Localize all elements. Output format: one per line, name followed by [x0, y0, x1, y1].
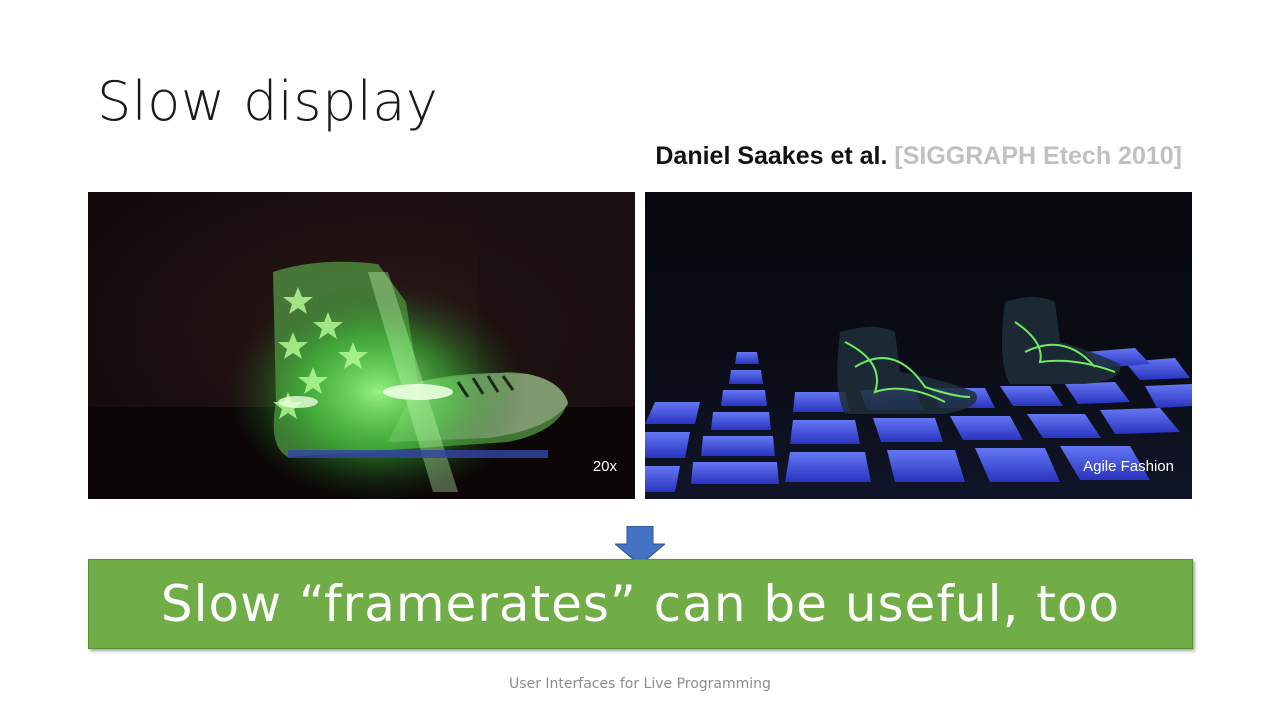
light-floor-video-frame [645, 192, 1192, 499]
citation: Daniel Saakes et al. [SIGGRAPH Etech 201… [655, 138, 1182, 174]
down-arrow-icon [615, 526, 665, 565]
takeaway-text: Slow “framerates” can be useful, too [160, 575, 1121, 633]
slide-footer: User Interfaces for Live Programming [509, 676, 771, 692]
takeaway-banner: Slow “framerates” can be useful, too [88, 559, 1193, 649]
video-caption-speed: 20x [592, 458, 617, 475]
video-left-glowing-shoe[interactable]: 20x [88, 192, 635, 499]
slide-title: Slow display [97, 70, 439, 133]
video-right-agile-fashion[interactable]: Agile Fashion [645, 192, 1192, 499]
video-caption-title: Agile Fashion [1083, 458, 1174, 475]
citation-venue: [SIGGRAPH Etech 2010] [894, 142, 1182, 170]
citation-authors: Daniel Saakes et al. [655, 142, 888, 170]
glowing-shoe-video-frame [88, 192, 635, 499]
